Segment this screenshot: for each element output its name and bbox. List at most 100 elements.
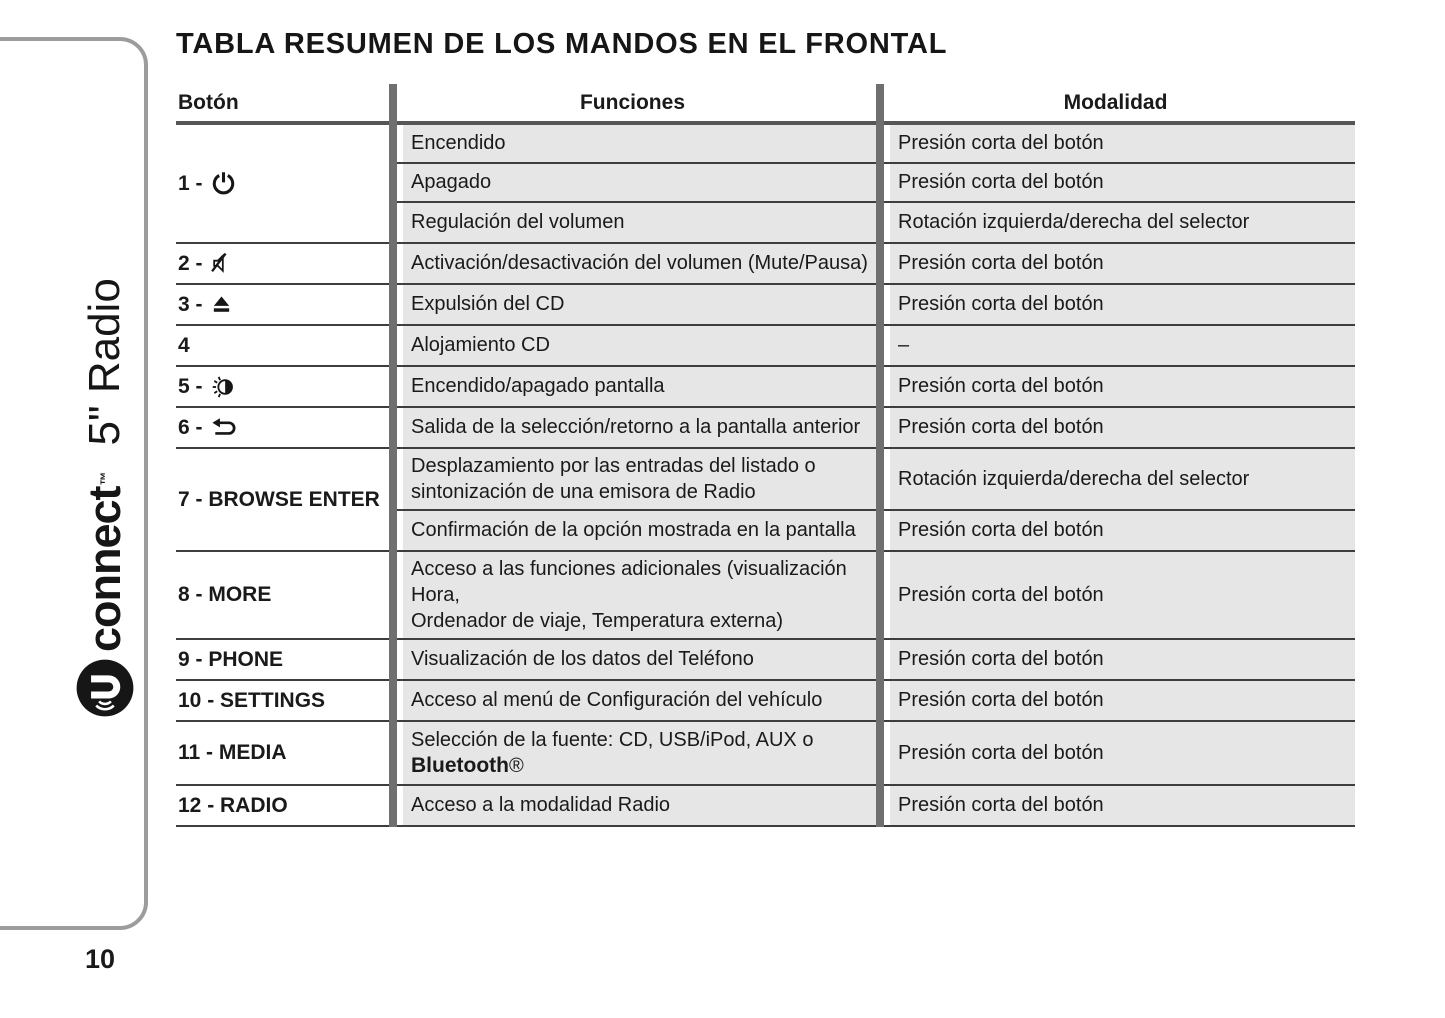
bluetooth-wordmark: Bluetooth <box>411 754 509 777</box>
button-label: 12 - RADIO <box>178 793 288 817</box>
function-cell: Alojamiento CD <box>389 326 876 365</box>
sidebar-frame <box>0 37 148 930</box>
table-row-group: 3 - Expulsión del CD Presión corta del b… <box>176 285 1355 326</box>
mode-cell: Presión corta del botón <box>876 244 1355 283</box>
table-row: Visualización de los datos del Teléfono … <box>389 640 1355 679</box>
table-row: Desplazamiento por las entradas del list… <box>389 449 1355 511</box>
mode-cell: Rotación izquierda/derecha del selector <box>876 203 1355 242</box>
table-row: Apagado Presión corta del botón <box>389 164 1355 203</box>
header-button: Botón <box>178 90 239 114</box>
page-number: 10 <box>84 944 116 974</box>
table-row-group: 4 Alojamiento CD – <box>176 326 1355 367</box>
mode-cell: Presión corta del botón <box>876 681 1355 720</box>
button-cell: 2 - <box>176 244 389 283</box>
button-label: 5 - <box>178 374 203 398</box>
mode-cell: Presión corta del botón <box>876 511 1355 550</box>
mode-cell: Presión corta del botón <box>876 125 1355 162</box>
mode-cell: Presión corta del botón <box>876 367 1355 406</box>
header-underline <box>176 121 1355 125</box>
mode-cell: – <box>876 326 1355 365</box>
display-icon <box>212 376 233 397</box>
uconnect-logo: connect ™ 5" Radio <box>66 248 144 718</box>
function-cell: Salida de la selección/retorno a la pant… <box>389 408 876 447</box>
button-cell: 11 - MEDIA <box>176 722 389 784</box>
function-cell: Acceso al menú de Configuración del vehí… <box>389 681 876 720</box>
table-row-group: 5 - Encendido/apagado pantalla <box>176 367 1355 408</box>
button-label: 8 - MORE <box>178 583 272 606</box>
function-cell: Expulsión del CD <box>389 285 876 324</box>
table-row-group: 7 - BROWSE ENTER Desplazamiento por las … <box>176 449 1355 552</box>
table-row: Alojamiento CD – <box>389 326 1355 365</box>
function-cell: Acceso a la modalidad Radio <box>389 786 876 825</box>
mode-cell: Presión corta del botón <box>876 786 1355 825</box>
back-icon <box>211 417 235 435</box>
controls-summary-table: Botón Funciones Modalidad 1 - Encendido … <box>176 84 1355 827</box>
function-cell: Encendido/apagado pantalla <box>389 367 876 406</box>
table-row: Salida de la selección/retorno a la pant… <box>389 408 1355 447</box>
button-label: 9 - PHONE <box>178 647 284 671</box>
table-header-row: Botón Funciones Modalidad <box>176 84 1355 121</box>
button-cell: 4 <box>176 326 389 365</box>
mute-icon <box>210 252 227 273</box>
function-cell: Visualización de los datos del Teléfono <box>389 640 876 679</box>
button-label: 6 - <box>178 415 203 439</box>
logo-word: connect <box>79 486 130 652</box>
page-title: TABLA RESUMEN DE LOS MANDOS EN EL FRONTA… <box>176 28 948 60</box>
function-cell: Apagado <box>389 164 876 201</box>
power-icon <box>212 172 234 195</box>
button-cell: 10 - SETTINGS <box>176 681 389 720</box>
function-cell: Desplazamiento por las entradas del list… <box>389 449 876 509</box>
column-divider <box>389 84 397 827</box>
function-cell: Encendido <box>389 125 876 162</box>
function-cell: Activación/desactivación del volumen (Mu… <box>389 244 876 283</box>
table-row: Activación/desactivación del volumen (Mu… <box>389 244 1355 283</box>
function-cell: Selección de la fuente: CD, USB/iPod, AU… <box>389 722 876 784</box>
button-label: 2 - <box>178 251 203 275</box>
button-cell: 1 - <box>176 125 389 242</box>
button-cell: 8 - MORE <box>176 552 389 638</box>
table-row-group: 9 - PHONE Visualización de los datos del… <box>176 640 1355 681</box>
header-functions: Funciones <box>579 90 685 114</box>
table-row: Acceso a las funciones adicionales (visu… <box>389 552 1355 638</box>
header-mode: Modalidad <box>1063 90 1168 114</box>
button-label: 11 - MEDIA <box>178 741 287 764</box>
column-divider <box>876 84 884 827</box>
button-cell: 3 - <box>176 285 389 324</box>
button-cell: 12 - RADIO <box>176 786 389 825</box>
mode-cell: Presión corta del botón <box>876 640 1355 679</box>
table-row: Selección de la fuente: CD, USB/iPod, AU… <box>389 722 1355 784</box>
mode-cell: Presión corta del botón <box>876 722 1355 784</box>
button-cell: 9 - PHONE <box>176 640 389 679</box>
table-row: Encendido/apagado pantalla Presión corta… <box>389 367 1355 406</box>
table-row: Regulación del volumen Rotación izquierd… <box>389 203 1355 242</box>
table-row: Encendido Presión corta del botón <box>389 125 1355 164</box>
table-row-group: 10 - SETTINGS Acceso al menú de Configur… <box>176 681 1355 722</box>
button-label: 4 <box>178 333 190 357</box>
button-label: 10 - SETTINGS <box>178 688 326 712</box>
table-row-group: 1 - Encendido Presión corta del botón Ap… <box>176 125 1355 244</box>
button-cell: 5 - <box>176 367 389 406</box>
button-label: 1 - <box>178 171 203 195</box>
table-row: Expulsión del CD Presión corta del botón <box>389 285 1355 324</box>
button-label: 3 - <box>178 292 203 316</box>
eject-icon <box>213 296 229 312</box>
button-label: 7 - BROWSE ENTER <box>178 487 380 511</box>
button-cell: 7 - BROWSE ENTER <box>176 449 389 550</box>
uconnect-u-icon <box>76 659 134 717</box>
mode-cell: Rotación izquierda/derecha del selector <box>876 449 1355 509</box>
table-row-group: 11 - MEDIA Selección de la fuente: CD, U… <box>176 722 1355 786</box>
function-cell: Confirmación de la opción mostrada en la… <box>389 511 876 550</box>
mode-cell: Presión corta del botón <box>876 164 1355 201</box>
table-row: Acceso al menú de Configuración del vehí… <box>389 681 1355 720</box>
function-cell: Regulación del volumen <box>389 203 876 242</box>
mode-cell: Presión corta del botón <box>876 552 1355 638</box>
table-row-group: 6 - Salida de la selección/retorno a la … <box>176 408 1355 449</box>
function-cell: Acceso a las funciones adicionales (visu… <box>389 552 876 638</box>
logo-product: 5" Radio <box>80 278 129 446</box>
table-row: Confirmación de la opción mostrada en la… <box>389 511 1355 550</box>
table-row: Acceso a la modalidad Radio Presión cort… <box>389 786 1355 825</box>
logo-trademark: ™ <box>97 471 113 486</box>
mode-cell: Presión corta del botón <box>876 408 1355 447</box>
table-row-group: 12 - RADIO Acceso a la modalidad Radio P… <box>176 786 1355 827</box>
